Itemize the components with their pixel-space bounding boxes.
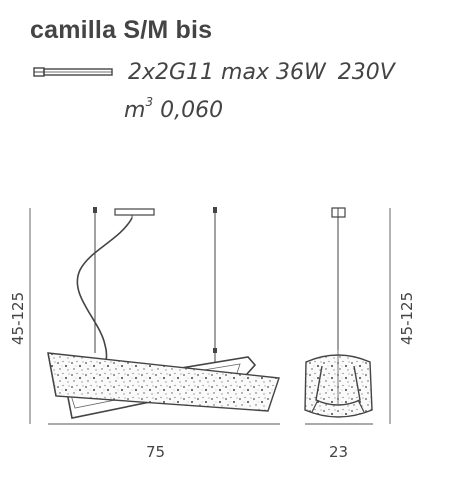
voltage: 230V (337, 60, 395, 85)
fluorescent-tube-icon (33, 67, 113, 77)
front-canopy (114, 208, 155, 216)
front-height-label: 45-125 (9, 291, 27, 345)
product-title: camilla S/M bis (30, 16, 213, 44)
power-cord (76, 217, 133, 369)
volume-spec: m3 0,060 (124, 95, 224, 123)
side-height-label: 45-125 (398, 291, 416, 345)
side-view (304, 207, 391, 425)
depth-label: 23 (329, 443, 349, 461)
width-label: 75 (146, 443, 166, 461)
volume-unit: m (124, 98, 146, 123)
volume-exponent: 3 (145, 95, 154, 109)
bulb-type: 2x2G11 max 36W (128, 60, 326, 85)
bulb-spec: 2x2G11 max 36W 230V (128, 60, 395, 85)
front-view (29, 207, 280, 425)
volume-value: 0,060 (160, 98, 224, 123)
